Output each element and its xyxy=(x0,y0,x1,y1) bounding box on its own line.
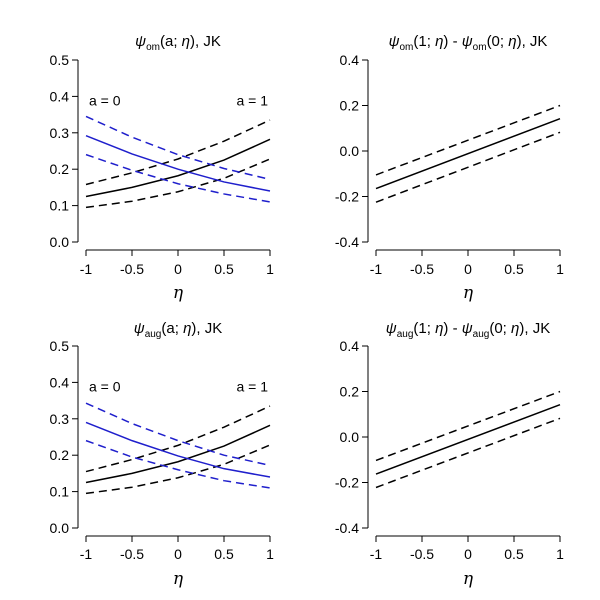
x-tick-label: 0 xyxy=(464,546,472,562)
series-line-6 xyxy=(85,439,271,489)
chart-title: ψom(a; η), JK xyxy=(135,33,221,53)
series-line-1 xyxy=(85,424,271,484)
y-tick-label: 0.0 xyxy=(340,429,360,445)
series-line-6 xyxy=(85,153,271,203)
x-tick-label: -1 xyxy=(370,261,383,277)
x-tick-label: -0.5 xyxy=(120,546,144,562)
series-line-2 xyxy=(85,119,271,186)
y-tick-label: 0.0 xyxy=(50,520,70,536)
series-line-2 xyxy=(375,104,561,176)
y-tick-label: 0.5 xyxy=(50,52,70,68)
y-tick-label: 0.4 xyxy=(50,88,70,104)
y-tick-label: -0.4 xyxy=(335,520,359,536)
x-tick-label: -1 xyxy=(80,261,93,277)
series-line-5 xyxy=(85,402,271,467)
y-tick-label: 0.2 xyxy=(340,384,360,400)
y-tick-label: 0.2 xyxy=(50,447,70,463)
x-tick-label: 0.5 xyxy=(214,546,234,562)
y-tick-label: 0.3 xyxy=(50,411,70,427)
x-tick-label: -0.5 xyxy=(120,261,144,277)
series-line-1 xyxy=(85,138,271,198)
x-tick-label: 1 xyxy=(556,546,564,562)
x-tick-label: 0.5 xyxy=(504,546,524,562)
series-line-4 xyxy=(85,421,271,478)
y-tick-label: 0.2 xyxy=(50,161,70,177)
series-line-2 xyxy=(85,405,271,473)
chart-panel-top-right: -0.4 -0.2 0.0 0.2 0.4 -1 -0.5 0 0.5 1 η ψom(1; η) -… xyxy=(335,33,564,303)
y-tick-label: 0.4 xyxy=(340,52,360,68)
x-tick-label: 1 xyxy=(556,261,564,277)
chart-title: ψom(1; η) - ψom(0; η), JK xyxy=(389,33,548,53)
x-tick-label: -1 xyxy=(370,546,383,562)
annotation-label: a = 1 xyxy=(236,379,268,395)
series-line-3 xyxy=(375,417,561,489)
x-tick-label: 0 xyxy=(174,261,182,277)
series-line-1 xyxy=(375,117,561,190)
annotation-label: a = 1 xyxy=(236,93,268,109)
y-tick-label: -0.2 xyxy=(335,189,359,205)
x-tick-label: 0.5 xyxy=(214,261,234,277)
x-axis-label: η xyxy=(173,283,184,303)
chart-title: ψaug(1; η) - ψaug(0; η), JK xyxy=(386,320,550,340)
y-tick-label: 0.2 xyxy=(340,98,360,114)
y-tick-label: 0.3 xyxy=(50,125,70,141)
annotation-label: a = 0 xyxy=(89,379,121,395)
series-line-3 xyxy=(375,131,561,203)
y-tick-label: 0.0 xyxy=(340,143,360,159)
x-tick-label: 0.5 xyxy=(504,261,524,277)
x-axis-label: η xyxy=(463,569,474,589)
series-line-1 xyxy=(375,403,561,475)
y-tick-label: -0.4 xyxy=(335,234,359,250)
x-tick-label: -1 xyxy=(80,546,93,562)
y-tick-label: 0.4 xyxy=(340,338,360,354)
y-tick-label: 0.1 xyxy=(50,198,70,214)
chart-panel-top-left: 0.0 0.1 0.2 0.3 0.4 0.5 -1 -0.5 0 0.5 1 η ψom(a; η),… xyxy=(50,33,275,303)
x-tick-label: 0 xyxy=(174,546,182,562)
x-tick-label: 1 xyxy=(266,261,274,277)
y-tick-label: 0.5 xyxy=(50,338,70,354)
y-tick-label: 0.4 xyxy=(50,374,70,390)
x-axis-label: η xyxy=(463,283,474,303)
chart-panel-bottom-right: -0.4 -0.2 0.0 0.2 0.4 -1 -0.5 0 0.5 1 η ψaug(1; η) … xyxy=(335,320,564,589)
x-axis-label: η xyxy=(173,569,184,589)
y-tick-label: 0.0 xyxy=(50,234,70,250)
series-line-5 xyxy=(85,115,271,181)
x-tick-label: -0.5 xyxy=(410,546,434,562)
annotation-label: a = 0 xyxy=(89,93,121,109)
y-tick-label: -0.2 xyxy=(335,475,359,491)
x-tick-label: 1 xyxy=(266,546,274,562)
chart-panel-bottom-left: 0.0 0.1 0.2 0.3 0.4 0.5 -1 -0.5 0 0.5 1 η ψaug(a; η)… xyxy=(50,320,275,589)
series-line-4 xyxy=(85,135,271,192)
x-tick-label: 0 xyxy=(464,261,472,277)
x-tick-label: -0.5 xyxy=(410,261,434,277)
chart-title: ψaug(a; η), JK xyxy=(134,320,222,340)
y-tick-label: 0.1 xyxy=(50,484,70,500)
series-line-2 xyxy=(375,390,561,462)
